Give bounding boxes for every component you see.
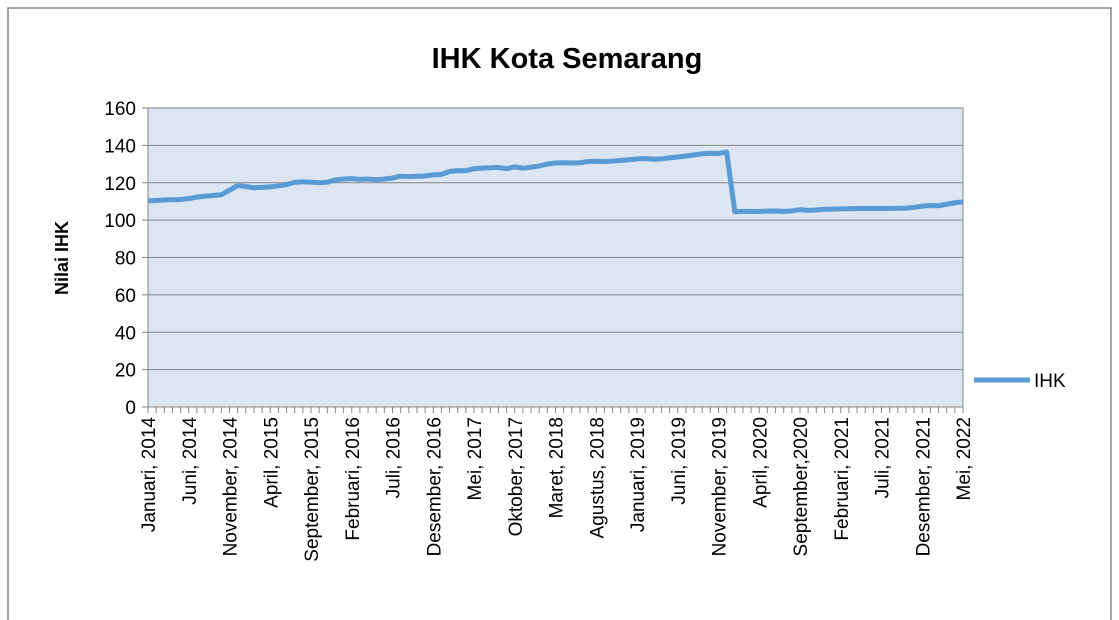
chart-title: IHK Kota Semarang	[432, 43, 703, 75]
x-tick-label: April, 2020	[750, 417, 771, 508]
x-tick-label: Juni, 2014	[180, 417, 201, 505]
y-tick-label: 60	[115, 286, 136, 307]
x-tick-label: Juli, 2021	[873, 417, 894, 498]
x-tick-label: November, 2014	[221, 417, 242, 557]
data-line	[147, 149, 964, 215]
x-tick-label: Desember, 2021	[913, 417, 934, 556]
x-tick-label: April, 2015	[261, 417, 282, 508]
y-tick-label: 120	[104, 174, 136, 195]
x-tick-label: Mei, 2022	[954, 417, 975, 500]
x-tick-label: Desember, 2016	[424, 417, 445, 556]
x-tick-label: Februari, 2016	[343, 417, 364, 541]
y-tick-label: 160	[104, 99, 136, 120]
x-tick-label: Oktober, 2017	[506, 417, 527, 536]
y-tick-label: 40	[115, 323, 136, 344]
x-tick-label: Agustus, 2018	[587, 417, 608, 538]
y-tick-label: 100	[104, 211, 136, 232]
x-tick-label: November, 2019	[710, 417, 731, 556]
x-tick-label: September,2020	[791, 417, 812, 556]
x-tick-label: Maret, 2018	[547, 417, 568, 518]
x-tick-label: Januari, 2019	[628, 417, 649, 532]
x-tick-label: September, 2015	[302, 417, 323, 562]
y-axis-label: Nilai IHK	[52, 221, 72, 295]
y-tick-label: 140	[104, 136, 136, 157]
y-tick-label: 0	[125, 398, 136, 419]
y-tick-label: 20	[115, 361, 136, 382]
x-tick-label: Februari, 2021	[832, 417, 853, 541]
x-tick-label: Juli, 2016	[384, 417, 405, 498]
x-tick-label: Mei, 2017	[465, 417, 486, 500]
x-tick-label: Januari, 2014	[139, 417, 160, 533]
legend-label: IHK	[1034, 371, 1066, 392]
y-tick-label: 80	[115, 249, 136, 270]
x-tick-label: Juni, 2019	[669, 417, 690, 505]
